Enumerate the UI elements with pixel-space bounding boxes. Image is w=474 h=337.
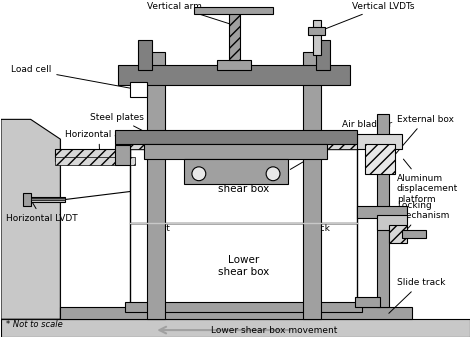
Bar: [137, 40, 152, 70]
Bar: [365, 144, 395, 174]
Bar: [357, 134, 401, 149]
Bar: [1, 319, 470, 337]
Bar: [377, 114, 389, 307]
Text: Back: Back: [308, 224, 329, 233]
Text: Steel plates: Steel plates: [90, 113, 182, 151]
Bar: [125, 302, 362, 312]
Text: * Not to scale: * Not to scale: [6, 320, 63, 329]
Text: Air bladder: Air bladder: [290, 120, 392, 170]
Text: Aluminum
displacement
platform: Aluminum displacement platform: [397, 159, 458, 204]
Circle shape: [266, 167, 280, 181]
Bar: [355, 298, 380, 307]
Bar: [316, 40, 330, 70]
Bar: [115, 141, 357, 149]
Bar: [184, 159, 288, 184]
Polygon shape: [1, 119, 60, 319]
Bar: [23, 192, 31, 207]
Text: Slide track: Slide track: [389, 278, 445, 313]
Bar: [115, 130, 357, 144]
Text: Locking
mechanism: Locking mechanism: [397, 201, 449, 228]
Text: Vertical arm: Vertical arm: [146, 2, 232, 25]
Bar: [357, 207, 407, 218]
Bar: [401, 230, 427, 238]
Bar: [129, 82, 147, 97]
Text: External box: External box: [385, 115, 454, 167]
Bar: [118, 65, 350, 85]
Bar: [55, 149, 129, 161]
Text: Load cell: Load cell: [11, 65, 136, 89]
Bar: [60, 307, 411, 319]
Text: Lower
shear box: Lower shear box: [218, 255, 269, 277]
Bar: [129, 149, 357, 223]
Bar: [303, 52, 320, 319]
Bar: [31, 198, 65, 201]
Bar: [313, 21, 320, 55]
Text: Lower shear box movement: Lower shear box movement: [211, 326, 337, 335]
Bar: [55, 157, 135, 165]
Text: Vertical LVDTs: Vertical LVDTs: [319, 2, 415, 31]
Bar: [217, 60, 251, 70]
Bar: [129, 223, 357, 307]
Bar: [228, 12, 240, 60]
Polygon shape: [1, 139, 60, 319]
Bar: [145, 144, 328, 159]
Bar: [194, 7, 273, 14]
Text: Upper
shear box: Upper shear box: [218, 173, 269, 194]
Bar: [308, 27, 326, 35]
Text: Front: Front: [147, 224, 170, 233]
Bar: [147, 52, 165, 319]
Text: Horizontal LVDT: Horizontal LVDT: [6, 202, 78, 223]
Bar: [26, 196, 65, 203]
Text: Horizontal arm: Horizontal arm: [65, 130, 132, 158]
Bar: [377, 215, 407, 230]
Bar: [115, 145, 129, 165]
Bar: [389, 225, 407, 243]
Circle shape: [192, 167, 206, 181]
